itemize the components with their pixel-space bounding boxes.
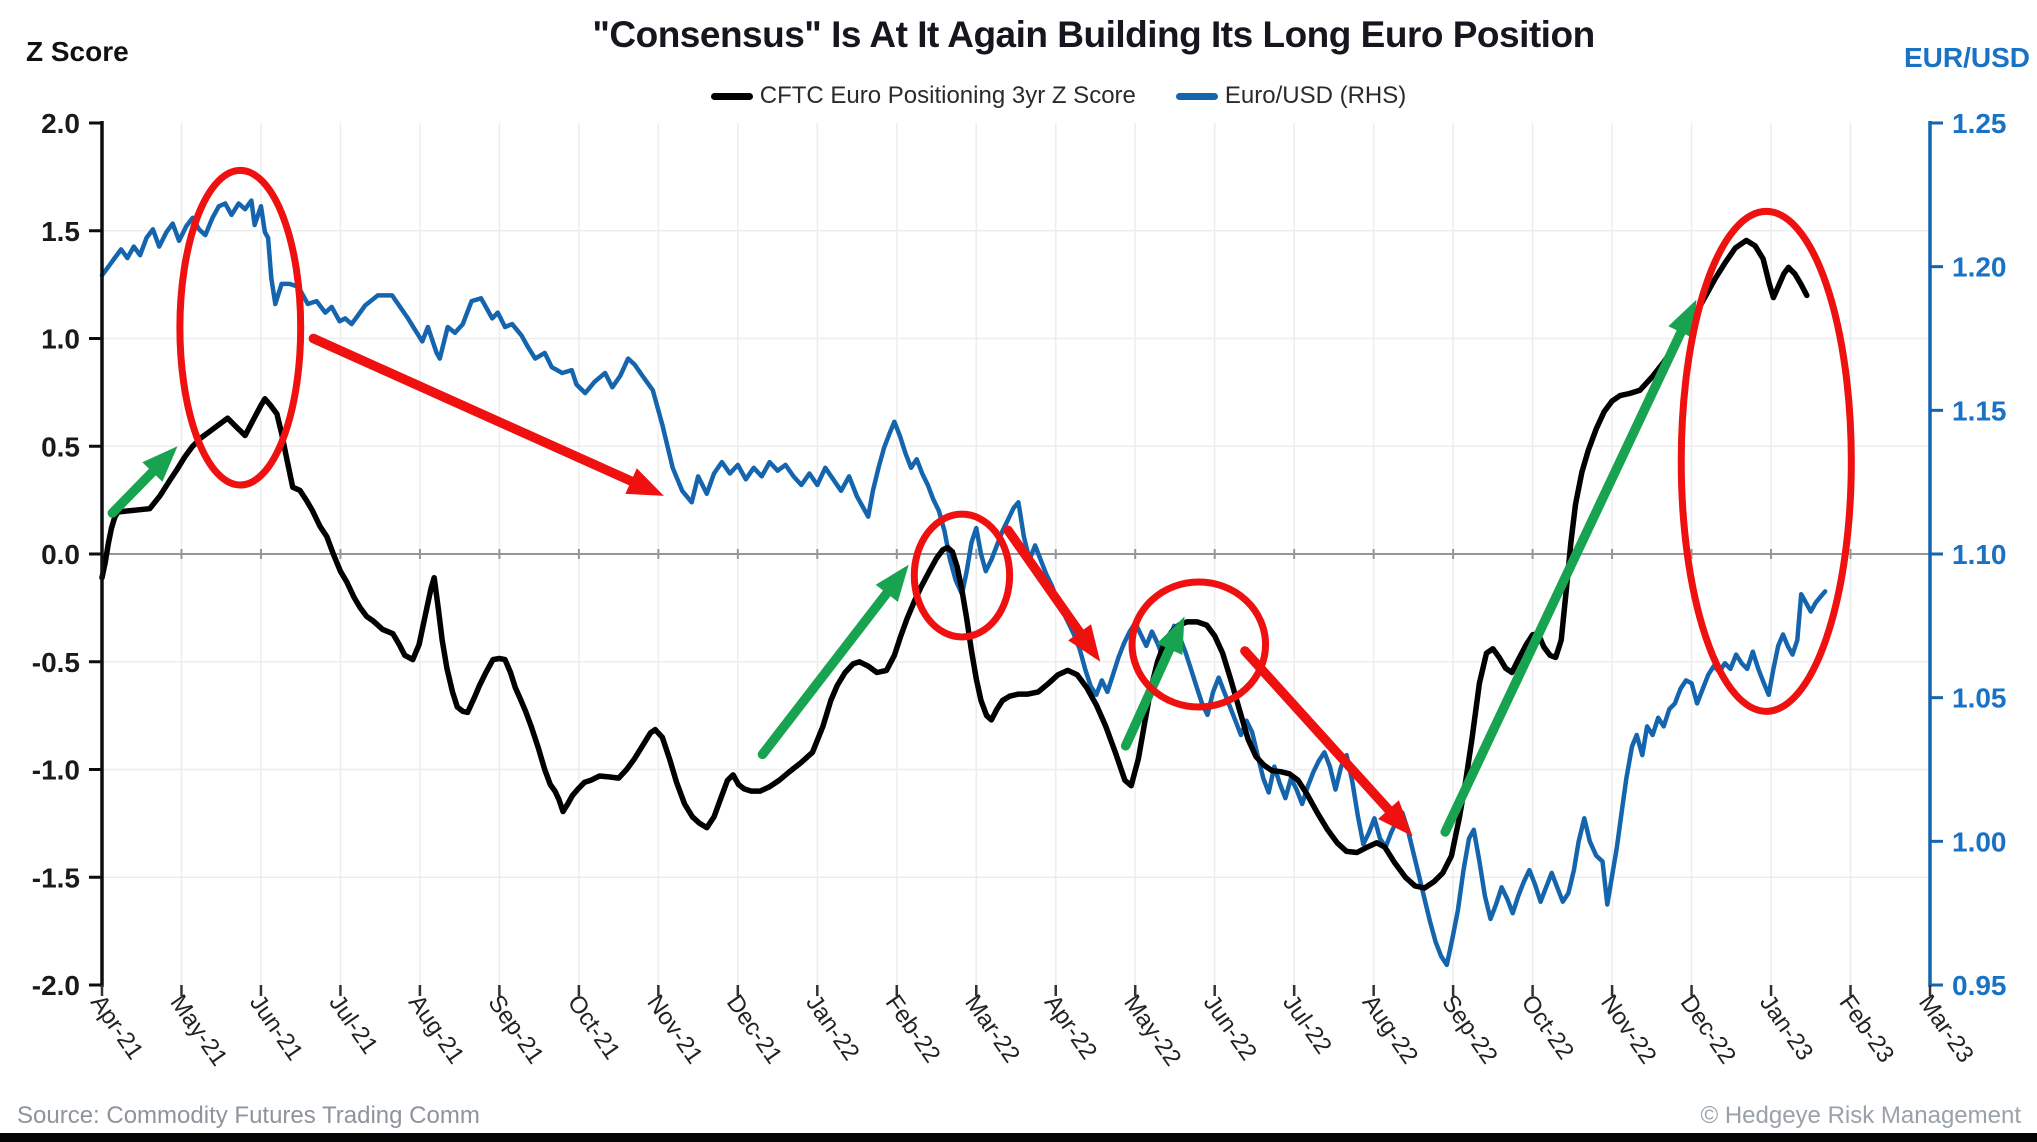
x-axis-tick-label: Sep-22 [1436, 990, 1503, 1069]
left-axis-tick-label: -0.5 [32, 647, 80, 678]
blue-line-swatch-icon [1175, 92, 1218, 100]
left-axis-title: Z Score [26, 36, 129, 67]
x-axis-tick-label: Nov-21 [641, 990, 707, 1069]
left-axis-tick-label: -1.5 [32, 862, 80, 893]
left-axis-tick-label: 1.5 [41, 216, 80, 247]
copyright-note: © Hedgeye Risk Management [1700, 1102, 2021, 1129]
x-axis-tick-label: Jan-23 [1754, 990, 1818, 1066]
right-axis-tick-label: 1.25 [1952, 108, 2007, 139]
red-down-arrow-1-shaft [308, 333, 636, 486]
cftc-zscore-series-line [99, 237, 1810, 891]
x-axis-tick-label: May-21 [165, 990, 233, 1071]
legend-item-eurusd: Euro/USD (RHS) [1175, 82, 1407, 110]
right-axis-title: EUR/USD [1903, 42, 2030, 73]
green-up-arrow-2-shaft [757, 588, 892, 760]
red-highlight-ellipse-4 [1677, 207, 1855, 715]
bottom-border-bar [0, 1133, 2037, 1142]
left-axis-tick-label: -1.0 [32, 755, 80, 786]
source-note: Source: Commodity Futures Trading Comm [17, 1102, 480, 1129]
red-down-arrow-3-shaft [1240, 646, 1394, 815]
x-axis-tick-label: Dec-22 [1675, 990, 1741, 1069]
left-axis-tick-label: 0.0 [41, 539, 80, 570]
black-line-swatch-icon [710, 92, 753, 100]
x-axis-tick-label: Oct-21 [562, 990, 625, 1064]
chart-title: "Consensus" Is At It Again Building Its … [592, 14, 1595, 55]
green-up-arrow-1-head [142, 446, 178, 482]
right-axis-tick-label: 1.00 [1952, 826, 2007, 857]
x-axis-tick-label: Mar-22 [959, 990, 1025, 1068]
legend-item-cftc: CFTC Euro Positioning 3yr Z Score [710, 82, 1136, 110]
red-down-arrow-1-head [625, 468, 664, 496]
x-axis-tick-label: Aug-22 [1357, 990, 1424, 1069]
right-axis-tick-label: 1.10 [1952, 539, 2007, 570]
red-down-arrow-3-head [1378, 800, 1413, 837]
right-axis-tick-label: 1.05 [1952, 683, 2007, 714]
x-axis-tick-label: Feb-22 [880, 990, 946, 1068]
left-axis-tick-label: 1.0 [41, 324, 80, 355]
x-axis-tick-label: Sep-21 [482, 990, 549, 1069]
green-up-arrow-4-head [1668, 299, 1697, 339]
red-highlight-ellipse-3 [1128, 578, 1270, 711]
x-axis-tick-label: Dec-21 [721, 990, 787, 1069]
red-down-arrow-2-head [1068, 624, 1101, 662]
legend-label-eurusd: Euro/USD (RHS) [1224, 82, 1407, 109]
x-axis-tick-label: Oct-22 [1516, 990, 1579, 1064]
green-up-arrow-3-shaft [1120, 644, 1175, 751]
red-down-arrow-2-shaft [1003, 525, 1085, 638]
x-axis-tick-label: Jul-21 [324, 990, 384, 1059]
green-up-arrow-1-shaft [107, 467, 158, 518]
left-axis-tick-label: 0.5 [41, 431, 80, 462]
x-axis-tick-label: Jan-22 [800, 990, 864, 1066]
red-highlight-ellipse-1 [176, 166, 305, 489]
x-axis-tick-label: Jul-22 [1277, 990, 1337, 1059]
x-axis-tick-label: Jun-21 [244, 990, 308, 1066]
right-axis-tick-label: 1.20 [1952, 252, 2007, 283]
right-axis-tick-label: 0.95 [1952, 970, 2007, 1001]
x-axis-tick-label: Apr-22 [1039, 990, 1102, 1065]
x-axis-tick-label: Mar-23 [1913, 990, 1979, 1068]
x-axis-tick-label: Feb-23 [1834, 990, 1900, 1068]
x-axis-tick-label: May-22 [1118, 990, 1186, 1071]
green-up-arrow-4-shaft [1440, 327, 1686, 837]
legend: CFTC Euro Positioning 3yr Z Score Euro/U… [40, 82, 2037, 110]
legend-label-cftc: CFTC Euro Positioning 3yr Z Score [759, 82, 1136, 109]
green-up-arrow-3-head [1156, 616, 1185, 656]
x-axis-tick-label: Nov-22 [1595, 990, 1661, 1069]
x-axis-tick-label: Apr-21 [85, 990, 148, 1065]
green-up-arrow-2-head [875, 564, 909, 602]
x-axis-tick-label: Aug-21 [403, 990, 470, 1069]
right-axis-tick-label: 1.15 [1952, 395, 2007, 426]
red-highlight-ellipse-2 [910, 510, 1014, 641]
x-axis-tick-label: Jun-22 [1198, 990, 1262, 1066]
left-axis-tick-label: 2.0 [41, 108, 80, 139]
left-axis-tick-label: -2.0 [32, 970, 80, 1001]
